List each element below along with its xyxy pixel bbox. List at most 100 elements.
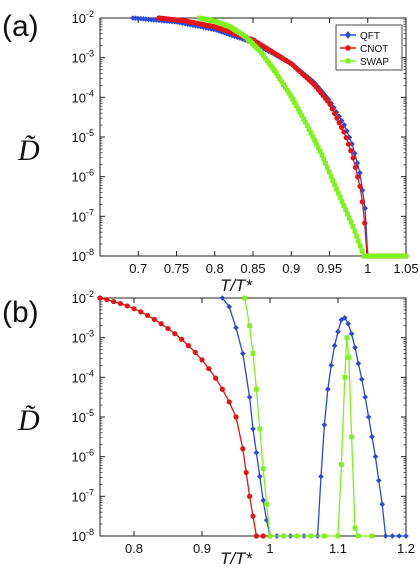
y-tick-label: 10-3	[72, 49, 94, 66]
y-tick-label: 10-5	[72, 128, 94, 145]
swap-point	[242, 295, 248, 301]
qft-point	[331, 342, 338, 349]
qft-point	[342, 315, 348, 321]
panel-a-ylabel: D̃	[17, 134, 40, 167]
swap-point	[352, 228, 358, 234]
x-tick-label: 0.8	[206, 261, 224, 276]
cnot-point	[165, 325, 171, 332]
qft-point	[179, 20, 186, 26]
cnot-point	[247, 493, 253, 499]
swap-point	[247, 323, 252, 329]
cnot-point	[104, 296, 110, 303]
qft-point	[352, 344, 358, 351]
panel-b-label: (b)	[2, 296, 39, 329]
qft-point	[362, 394, 368, 400]
cnot-point	[172, 331, 178, 337]
swap-point	[352, 525, 358, 531]
swap-point	[304, 123, 310, 129]
cnot-point	[341, 129, 347, 135]
cnot-point	[355, 174, 361, 180]
qft-point	[355, 360, 362, 367]
cnot-point	[332, 110, 338, 117]
legend-marker-swap	[345, 58, 351, 64]
cnot-point	[138, 309, 144, 315]
panel-b: (b) D̃ T/T* 10-8 10-7 10-6 10-5 10-4 10-3 10-2…	[2, 289, 415, 568]
swap-point	[310, 134, 316, 140]
qft-point	[396, 533, 402, 539]
swap-point	[294, 533, 300, 539]
swap-point	[257, 426, 263, 432]
panel-a: (a) D̃ T/T* 10-8 10-7 10-6 10-5 10-4 10-3 10-2…	[2, 9, 419, 295]
swap-point	[295, 106, 301, 112]
qft-point	[143, 16, 149, 22]
qft-point	[382, 533, 389, 539]
qft-point	[132, 15, 139, 22]
legend-entry-cnot: CNOT	[340, 44, 388, 55]
cnot-point	[250, 513, 256, 519]
swap-point	[281, 533, 286, 539]
qft-point	[325, 386, 331, 393]
y-tick-label: 10-6	[72, 448, 94, 465]
qft-point	[130, 15, 136, 21]
swap-point	[299, 113, 305, 119]
qft-point	[216, 28, 222, 34]
qft-point	[348, 330, 355, 337]
swap-point	[273, 70, 279, 76]
qft-point	[357, 170, 363, 176]
swap-point	[268, 63, 274, 68]
cnot-point	[124, 303, 130, 309]
panel-a-label: (a)	[2, 10, 39, 43]
swap-point	[303, 119, 308, 125]
swap-point	[290, 96, 296, 102]
swap-point	[342, 374, 348, 380]
qft-point	[379, 501, 385, 508]
cnot-point	[158, 321, 164, 327]
swap-point	[284, 87, 290, 93]
x-tick-label: 1.1	[329, 541, 347, 556]
qft-point	[335, 328, 341, 335]
x-tick-label: 1.2	[397, 541, 415, 556]
swap-point	[317, 148, 323, 154]
swap-point	[356, 238, 361, 244]
cnot-point	[117, 300, 123, 307]
cnot-point	[334, 115, 340, 121]
series-line-cnot	[99, 297, 270, 537]
cnot-point	[199, 357, 205, 363]
cnot-point	[357, 183, 363, 189]
swap-point	[346, 355, 352, 360]
swap-point	[343, 207, 349, 213]
swap-point	[403, 253, 409, 259]
swap-point	[254, 386, 259, 392]
qft-point	[253, 449, 260, 456]
swap-point	[271, 68, 277, 73]
swap-point	[282, 84, 288, 90]
qft-point	[354, 160, 361, 166]
swap-point	[339, 199, 345, 204]
y-tick-label: 10-4	[72, 368, 94, 385]
legend-marker-cnot	[345, 45, 351, 51]
cnot-point	[253, 533, 259, 539]
qft-point	[389, 533, 396, 539]
swap-point	[321, 156, 327, 162]
y-tick-label: 10-4	[72, 88, 94, 105]
qft-point	[351, 150, 358, 157]
cnot-point	[233, 414, 239, 420]
legend-marker-qft	[345, 31, 351, 39]
qft-point	[153, 17, 160, 23]
y-tick-label: 10-3	[72, 329, 94, 346]
cnot-point	[111, 298, 117, 305]
swap-point	[292, 100, 297, 105]
qft-point	[137, 15, 144, 22]
qft-point	[260, 497, 266, 504]
x-tick-label: 0.95	[317, 261, 342, 276]
panel-b-series	[97, 295, 409, 539]
swap-point	[250, 351, 256, 356]
x-tick-label: 0.75	[164, 261, 189, 276]
swap-point	[314, 141, 319, 147]
qft-point	[135, 15, 141, 22]
qft-point	[219, 295, 226, 301]
swap-point	[297, 109, 303, 115]
swap-point	[356, 533, 361, 539]
swap-point	[293, 103, 299, 109]
y-tick-label: 10-2	[72, 9, 94, 26]
